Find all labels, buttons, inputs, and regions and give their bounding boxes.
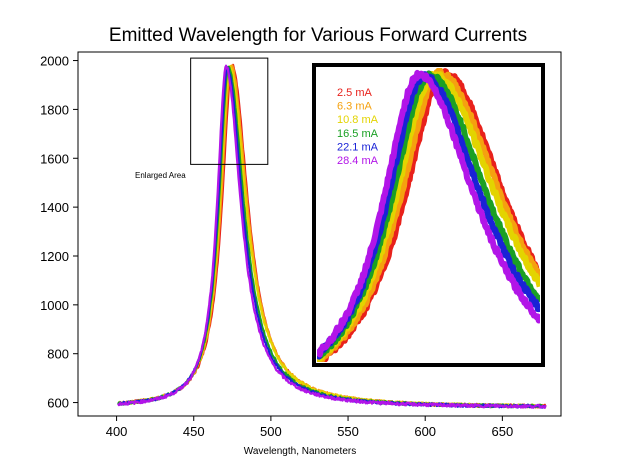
enlarged-area-box xyxy=(190,57,269,165)
legend-entry: 10.8 mA xyxy=(337,114,379,126)
legend-entry: 22.1 mA xyxy=(337,141,379,153)
x-tick-label: 400 xyxy=(106,424,128,439)
axis-ticks: 400 450 500 550 600 650 600 800 1000 1200 1400 1600… xyxy=(40,54,513,439)
chart-title: Emitted Wavelength for Various Forward C… xyxy=(109,25,527,46)
y-tick-label: 800 xyxy=(47,347,69,362)
x-tick-label: 650 xyxy=(492,424,514,439)
y-tick-label: 1800 xyxy=(40,102,69,117)
legend-entry: 16.5 mA xyxy=(337,128,379,140)
plot-area xyxy=(77,51,562,417)
legend-entry: 2.5 mA xyxy=(337,87,373,99)
inset-frame xyxy=(312,63,545,367)
y-tick-label: 1000 xyxy=(40,298,69,313)
x-tick-label: 500 xyxy=(260,424,282,439)
x-tick-label: 450 xyxy=(183,424,205,439)
legend-entry: 6.3 mA xyxy=(337,101,373,113)
x-tick-label: 550 xyxy=(337,424,359,439)
series-layer xyxy=(117,63,547,409)
x-axis-label: Wavelength, Nanometers xyxy=(244,446,356,457)
series-line xyxy=(117,64,547,409)
inset-series-line xyxy=(317,69,540,358)
y-tick-label: 1200 xyxy=(40,249,69,264)
y-tick-label: 600 xyxy=(47,396,69,411)
enlarged-area-label: Enlarged Area xyxy=(135,171,186,180)
legend-entry: 28.4 mA xyxy=(337,155,379,167)
y-tick-label: 1600 xyxy=(40,151,69,166)
x-tick-label: 600 xyxy=(414,424,436,439)
y-tick-label: 1400 xyxy=(40,200,69,215)
y-tick-label: 2000 xyxy=(40,54,69,69)
